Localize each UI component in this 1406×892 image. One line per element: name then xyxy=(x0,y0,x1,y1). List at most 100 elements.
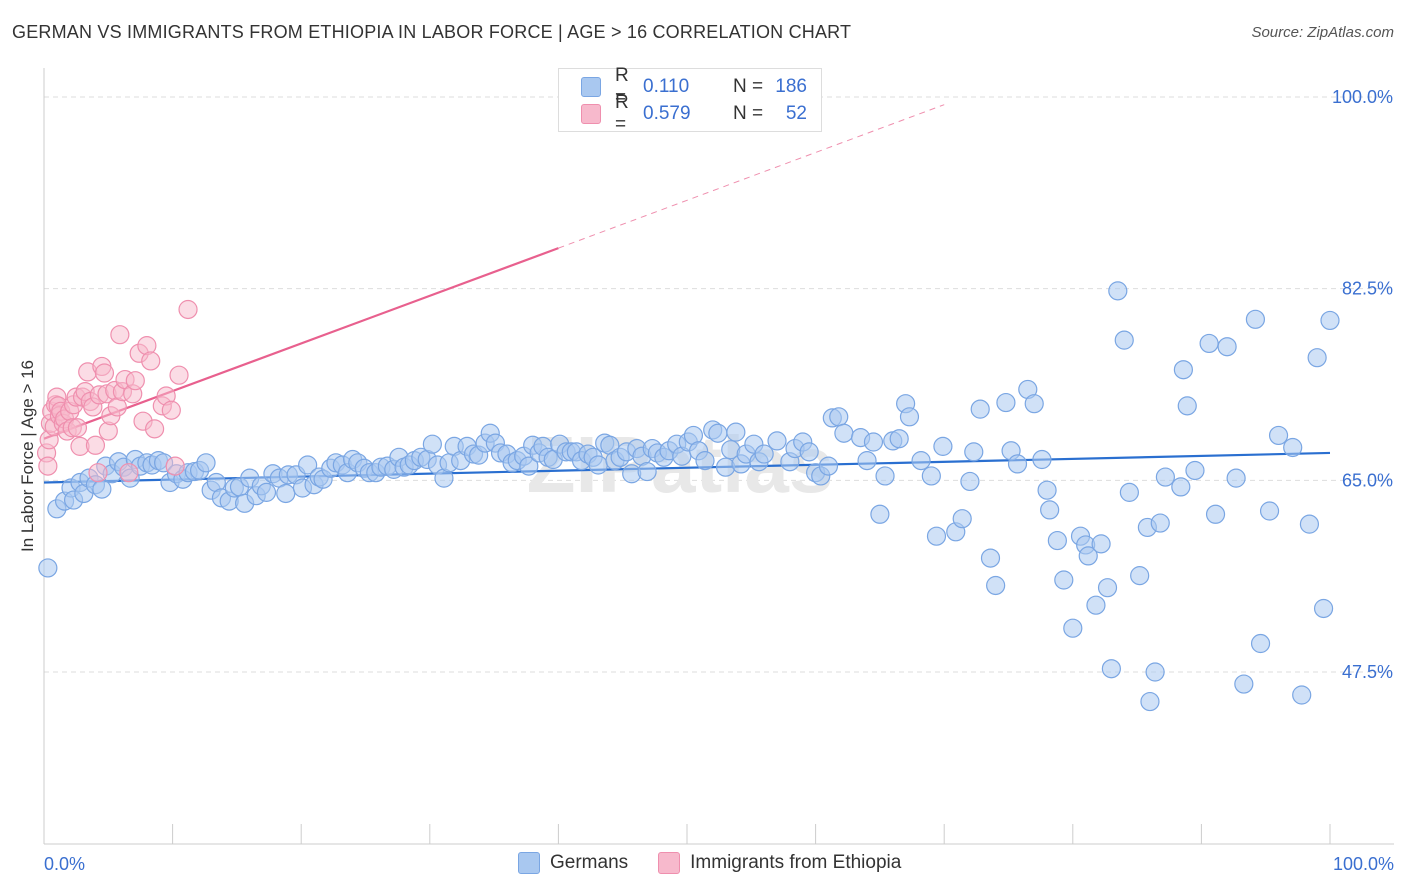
data-point-germans xyxy=(1150,513,1170,533)
data-point-germans xyxy=(754,444,774,464)
legend-item-ethiopia: Immigrants from Ethiopia xyxy=(658,852,901,874)
data-point-ethiopia xyxy=(88,463,108,483)
x-tick-label: 100.0% xyxy=(1333,854,1394,874)
source-label: Source: ZipAtlas.com xyxy=(1251,24,1394,41)
data-point-germans xyxy=(695,451,715,471)
data-point-germans xyxy=(818,456,839,476)
data-point-ethiopia xyxy=(94,363,115,383)
data-point-germans xyxy=(1217,337,1237,357)
data-point-ethiopia xyxy=(161,400,181,420)
data-point-germans xyxy=(1101,659,1121,679)
data-point-germans xyxy=(1108,281,1128,301)
legend-swatch-ethiopia xyxy=(658,852,681,874)
data-point-germans xyxy=(1097,578,1118,598)
legend-n-label: N = xyxy=(733,76,764,97)
data-point-germans xyxy=(1268,425,1289,446)
data-point-germans xyxy=(196,453,216,473)
data-point-germans xyxy=(38,558,58,578)
data-point-germans xyxy=(767,431,787,451)
data-point-germans xyxy=(863,432,884,452)
data-point-germans xyxy=(996,392,1016,413)
data-point-germans xyxy=(708,423,728,443)
data-point-germans xyxy=(1086,595,1106,615)
data-point-germans xyxy=(921,466,941,486)
data-point-ethiopia xyxy=(85,435,106,455)
data-point-germans xyxy=(1054,570,1074,590)
data-point-germans xyxy=(588,455,608,475)
data-point-germans xyxy=(1037,480,1057,500)
data-point-ethiopia xyxy=(144,419,165,439)
data-point-germans xyxy=(1292,685,1312,705)
legend-r-value: 0.579 xyxy=(643,103,691,124)
points-ethiopia xyxy=(36,299,198,483)
data-point-germans xyxy=(986,575,1006,596)
data-point-germans xyxy=(1007,454,1028,474)
data-point-germans xyxy=(298,455,318,475)
data-point-germans xyxy=(1259,501,1280,521)
legend-swatch-ethiopia xyxy=(581,104,601,124)
data-point-germans xyxy=(1234,674,1254,694)
data-point-germans xyxy=(834,423,854,443)
data-point-germans xyxy=(829,407,849,427)
data-point-germans xyxy=(1320,310,1340,331)
y-axis-label: In Labor Force | Age > 16 xyxy=(18,359,37,553)
legend-r-value: 0.110 xyxy=(643,76,690,97)
series-legend: Germans Immigrants from Ethiopia xyxy=(518,852,931,874)
data-point-ethiopia xyxy=(141,351,161,371)
correlation-legend: R = 0.110 N = 186 R = 0.579 N = 52 xyxy=(558,65,822,135)
trend-line-ethiopia-extension xyxy=(558,104,945,249)
data-point-germans xyxy=(964,442,984,462)
data-point-ethiopia xyxy=(67,418,88,438)
y-tick-labels: 47.5% 65.0% 82.5% 100.0% xyxy=(1332,87,1393,682)
legend-r-label: R = xyxy=(615,92,629,135)
data-point-germans xyxy=(637,461,657,482)
data-point-ethiopia xyxy=(125,371,145,391)
data-point-germans xyxy=(1024,394,1044,414)
legend-r-label: R = xyxy=(615,65,629,108)
trend-line-ethiopia xyxy=(43,247,559,440)
legend-n-value: 186 xyxy=(775,76,807,97)
data-point-germans xyxy=(933,436,953,456)
data-point-germans xyxy=(1313,598,1334,619)
data-point-germans xyxy=(889,429,909,449)
data-point-germans xyxy=(1250,633,1271,654)
chart-title: GERMAN VS IMMIGRANTS FROM ETHIOPIA IN LA… xyxy=(12,22,852,42)
data-point-germans xyxy=(857,451,877,471)
y-tick-label: 100.0% xyxy=(1332,87,1393,107)
data-point-germans xyxy=(92,479,112,499)
data-point-germans xyxy=(1185,460,1205,481)
data-point-germans xyxy=(1173,360,1193,380)
data-point-germans xyxy=(980,548,1001,568)
legend-n-label: N = xyxy=(733,103,764,124)
data-point-germans xyxy=(276,483,296,504)
legend-swatch-germans xyxy=(518,852,540,874)
data-point-ethiopia xyxy=(169,365,189,385)
data-point-germans xyxy=(1245,309,1266,329)
legend-swatch-germans xyxy=(581,77,601,97)
points-germans xyxy=(38,281,1340,712)
data-point-germans xyxy=(1199,333,1219,354)
x-axis: 0.0% 100.0% xyxy=(43,68,1394,874)
legend-row-ethiopia: R = 0.579 N = 52 xyxy=(581,92,807,135)
legend-n-value: 52 xyxy=(785,103,807,124)
data-point-germans xyxy=(1130,566,1150,586)
data-point-germans xyxy=(1177,396,1197,416)
y-tick-label: 82.5% xyxy=(1342,279,1393,299)
data-point-germans xyxy=(911,451,931,471)
data-point-germans xyxy=(1307,348,1327,368)
data-point-germans xyxy=(970,399,990,419)
legend-item-germans: Germans xyxy=(518,852,628,874)
legend-row-germans: R = 0.110 N = 186 xyxy=(581,65,807,108)
data-point-germans xyxy=(1171,477,1191,497)
data-point-germans xyxy=(726,422,746,442)
data-point-germans xyxy=(870,504,890,524)
data-point-ethiopia xyxy=(38,456,58,476)
data-point-germans xyxy=(422,434,442,454)
gridlines xyxy=(44,96,1394,673)
data-point-germans xyxy=(1078,546,1098,566)
legend-label-germans: Germans xyxy=(550,852,629,873)
data-point-germans xyxy=(1114,330,1134,350)
data-point-ethiopia xyxy=(178,299,198,320)
data-point-germans xyxy=(799,442,819,462)
